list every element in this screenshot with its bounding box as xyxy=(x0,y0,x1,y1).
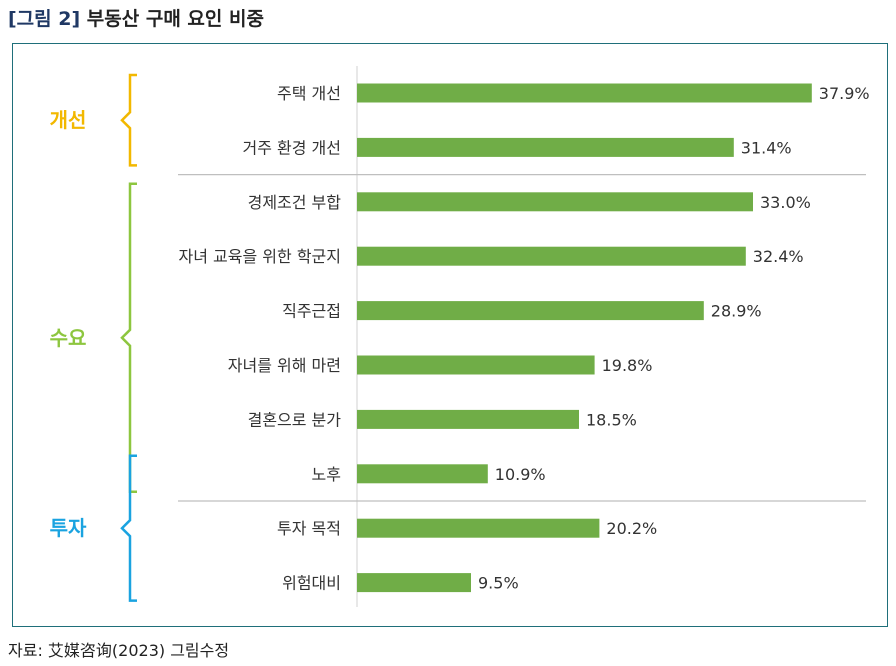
value-label: 10.9% xyxy=(495,465,546,484)
bar xyxy=(357,464,488,484)
bar xyxy=(357,518,600,538)
category-label: 직주근접 xyxy=(282,302,341,321)
group-bracket xyxy=(120,454,137,602)
value-label: 33.0% xyxy=(760,193,811,212)
category-label: 자녀를 위해 마련 xyxy=(228,356,341,375)
group-bracket xyxy=(120,182,137,494)
category-label: 경제조건 부합 xyxy=(248,193,342,212)
value-label: 20.2% xyxy=(606,519,657,538)
figure-title-text: 부동산 구매 요인 비중 xyxy=(86,8,264,30)
value-label: 18.5% xyxy=(586,410,637,429)
value-label: 32.4% xyxy=(753,247,804,266)
category-label: 투자 목적 xyxy=(277,519,341,538)
value-label: 37.9% xyxy=(819,84,870,103)
value-label: 19.8% xyxy=(602,356,653,375)
bar xyxy=(357,301,704,321)
category-label: 거주 환경 개선 xyxy=(243,138,342,157)
group-label: 수요 xyxy=(50,326,87,350)
bar xyxy=(357,83,812,103)
chart-frame xyxy=(12,43,888,627)
figure-title: [그림 2] 부동산 구매 요인 비중 xyxy=(8,4,264,31)
bar xyxy=(357,246,746,266)
figure-source: 자료: 艾媒咨询(2023) 그림수정 xyxy=(8,641,230,660)
group-bracket xyxy=(120,73,137,167)
figure-label: [그림 2] xyxy=(8,8,81,30)
value-label: 31.4% xyxy=(741,138,792,157)
category-label: 주택 개선 xyxy=(277,84,341,103)
category-label: 노후 xyxy=(312,465,341,484)
bar xyxy=(357,409,579,429)
group-label: 투자 xyxy=(50,516,87,540)
bar xyxy=(357,137,734,157)
category-label: 결혼으로 분가 xyxy=(248,410,342,429)
value-label: 9.5% xyxy=(478,574,519,593)
bar xyxy=(357,192,753,212)
bar xyxy=(357,355,595,375)
group-label: 개선 xyxy=(50,108,87,132)
value-label: 28.9% xyxy=(711,302,762,321)
category-label: 위험대비 xyxy=(282,574,341,593)
category-label: 자녀 교육을 위한 학군지 xyxy=(179,247,341,266)
bar xyxy=(357,573,471,593)
